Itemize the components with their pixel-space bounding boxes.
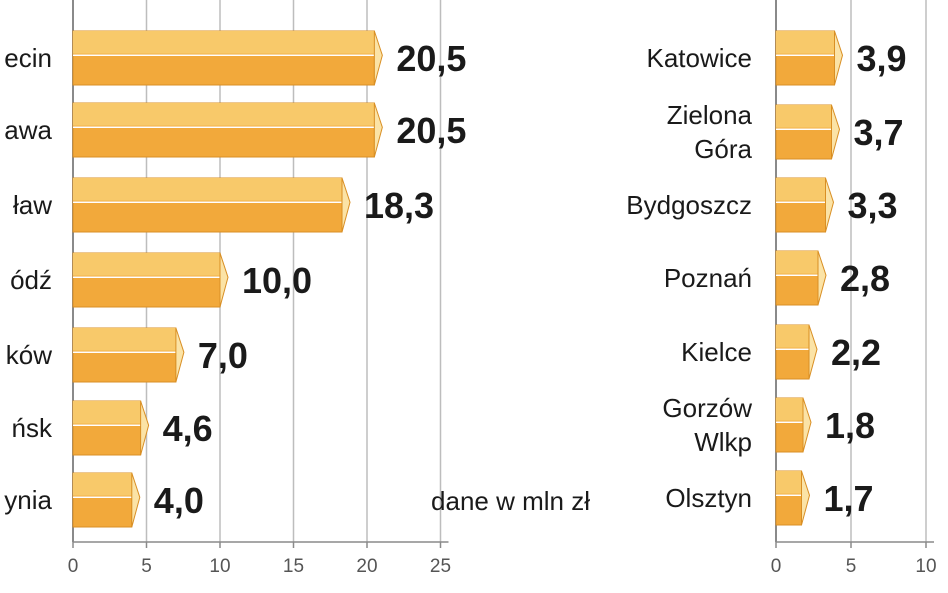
bar-end <box>801 470 811 526</box>
value-label: 4,0 <box>154 480 204 521</box>
bar-end <box>825 177 835 233</box>
category-label-line: Zielona <box>667 100 753 130</box>
bar <box>775 324 818 380</box>
bar-highlight <box>776 398 803 421</box>
category-label-line: Olsztyn <box>665 483 752 513</box>
bar <box>72 177 351 233</box>
bar-end <box>131 472 141 528</box>
category-label-line: ódź <box>10 265 52 295</box>
value-label: 20,5 <box>396 110 466 151</box>
bar-highlight <box>73 253 220 276</box>
bar-highlight <box>73 103 375 126</box>
category-label-line: ynia <box>4 485 52 515</box>
category-label-line: Poznań <box>664 263 752 293</box>
bar-end <box>175 327 185 383</box>
bar <box>775 30 844 86</box>
category-label-line: Katowice <box>647 43 753 73</box>
x-tick-label: 0 <box>771 556 782 577</box>
category-label: Kielce <box>681 337 752 367</box>
left-panel: 0 5 10 15 20 25 20,5 ecin 20,5 awa 18,3 ław 10,0 ódź 7… <box>4 0 466 577</box>
value-label: 7,0 <box>198 335 248 376</box>
bar-end <box>834 30 844 86</box>
category-label: Zielona Góra <box>667 100 753 164</box>
x-tick-label: 15 <box>283 556 304 577</box>
x-tick-label: 10 <box>209 556 230 577</box>
category-label: ecin <box>4 43 52 73</box>
category-label: ynia <box>4 485 52 515</box>
category-label-line: Gorzów <box>662 393 752 423</box>
bar <box>72 252 229 308</box>
value-label: 1,8 <box>825 405 875 446</box>
bar <box>72 327 185 383</box>
category-label: ńsk <box>12 413 53 443</box>
bar <box>775 397 812 453</box>
category-label: ódź <box>10 265 52 295</box>
x-tick-label: 0 <box>68 556 79 577</box>
bar-highlight <box>73 473 132 496</box>
bar-highlight <box>73 178 343 201</box>
bar-highlight <box>776 325 809 348</box>
category-label: ków <box>6 340 52 370</box>
value-label: 2,8 <box>840 258 890 299</box>
category-label-line: awa <box>4 115 52 145</box>
value-label: 18,3 <box>364 185 434 226</box>
bar-end <box>219 252 229 308</box>
value-label: 20,5 <box>396 38 466 79</box>
category-label: Poznań <box>664 263 752 293</box>
value-label: 10,0 <box>242 260 312 301</box>
category-label-line: ków <box>6 340 52 370</box>
bar-end <box>808 324 818 380</box>
bar-highlight <box>73 401 141 424</box>
x-tick-label: 10 <box>915 556 936 577</box>
bar <box>775 177 835 233</box>
bar <box>775 104 841 160</box>
bar-highlight <box>73 328 176 351</box>
bar-highlight <box>776 31 835 54</box>
bar <box>72 102 383 158</box>
x-tick-label: 20 <box>356 556 377 577</box>
category-label-line: Wlkp <box>694 427 752 457</box>
category-label-line: ńsk <box>12 413 53 443</box>
bar-end <box>341 177 351 233</box>
bar <box>72 30 383 86</box>
category-label: Bydgoszcz <box>626 190 752 220</box>
bar-end <box>373 102 383 158</box>
category-label-line: Kielce <box>681 337 752 367</box>
x-tick-label: 25 <box>430 556 451 577</box>
category-label-line: Góra <box>694 134 752 164</box>
bar-highlight <box>776 251 818 274</box>
value-label: 3,7 <box>854 112 904 153</box>
bar-end <box>817 250 827 306</box>
units-note: dane w mln zł <box>431 486 590 516</box>
category-label-line: Bydgoszcz <box>626 190 752 220</box>
value-label: 3,3 <box>848 185 898 226</box>
value-label: 1,7 <box>824 478 874 519</box>
category-label-line: ław <box>13 190 52 220</box>
x-tick-label: 5 <box>846 556 857 577</box>
bar-highlight <box>776 178 826 201</box>
bar-highlight <box>776 105 832 128</box>
bar-end <box>802 397 812 453</box>
right-panel: 0 5 10 3,9 Katowice 3,7 Zielona Góra 3,3 Bydgoszc… <box>626 0 937 577</box>
category-label: Katowice <box>647 43 753 73</box>
bar <box>72 472 141 528</box>
value-label: 2,2 <box>831 332 881 373</box>
category-label: awa <box>4 115 52 145</box>
bar-end <box>373 30 383 86</box>
value-label: 3,9 <box>857 38 907 79</box>
bar-end <box>140 400 150 456</box>
bar <box>775 470 811 526</box>
category-label: Olsztyn <box>665 483 752 513</box>
bar-highlight <box>73 31 375 54</box>
x-tick-label: 5 <box>141 556 152 577</box>
value-label: 4,6 <box>163 408 213 449</box>
category-label: Gorzów Wlkp <box>662 393 752 457</box>
bar <box>775 250 827 306</box>
category-label: ław <box>13 190 52 220</box>
category-label-line: ecin <box>4 43 52 73</box>
bar <box>72 400 150 456</box>
bar-end <box>831 104 841 160</box>
bar-highlight <box>776 471 802 494</box>
